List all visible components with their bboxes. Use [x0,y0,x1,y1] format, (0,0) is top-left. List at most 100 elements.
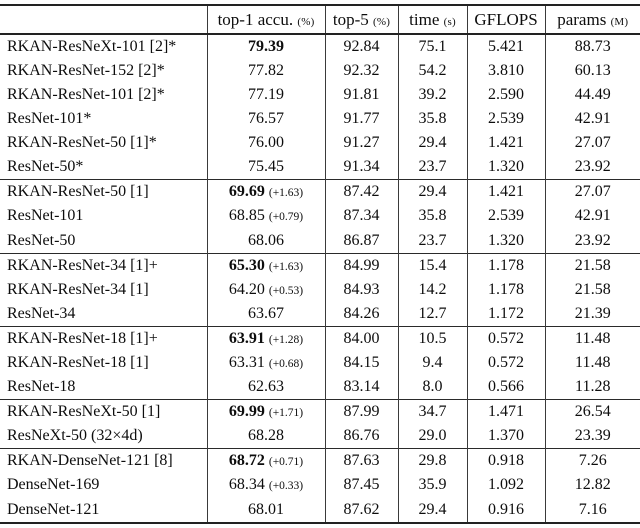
model-name-cell: ResNet-101 [7,207,84,225]
table-row: ResNet-101* 76.57 91.77 35.8 2.539 42.91 [0,107,640,132]
col-header-gflops-label: GFLOPS [474,9,538,29]
col-header-time: time (s) [397,5,467,35]
model-name-cell: RKAN-ResNet-34 [1] [7,280,149,298]
table-row: RKAN-ResNeXt-50 [1] 69.99 (+1.71) 87.99 34.… [0,399,640,425]
top5-accuracy-cell: 84.15 [324,350,398,375]
params-cell: 7.16 [544,497,640,523]
model-name-cell: ResNet-101* [7,110,92,128]
top1-accuracy-cell: 65.30 (+1.63) [206,252,325,278]
model-name-cell: ResNeXt-50 (32×4d) [7,427,143,445]
gflops-cell: 0.916 [466,497,545,523]
params-cell: 7.26 [544,448,640,474]
top1-value: 68.72 [228,452,265,470]
top1-accuracy-cell: 75.45 [206,155,325,180]
col-header-top5-unit: (%) [373,15,391,28]
top5-accuracy-cell: 84.93 [324,277,398,302]
table-row: DenseNet-169 68.34 (+0.33) 87.45 35.9 1.092 1… [0,473,640,498]
time-cell: 35.8 [397,204,467,229]
gflops-cell: 3.810 [466,59,545,84]
gflops-cell: 2.539 [466,204,545,229]
top1-value: 68.34 [228,476,265,494]
gflops-cell: 1.178 [466,252,545,278]
gflops-cell: 0.566 [466,374,545,400]
top5-accuracy-cell: 84.00 [324,325,398,351]
gflops-cell: 1.421 [466,131,545,156]
table-row: RKAN-ResNet-34 [1] 64.20 (+0.53) 84.93 14.2… [0,277,640,302]
table-row: RKAN-ResNet-152 [2]* 77.82 92.32 54.2 3.810 6… [0,59,640,84]
table-row: ResNeXt-50 (32×4d) 68.28 86.76 29.0 1.370 23.… [0,424,640,449]
top1-accuracy-cell: 62.63 [206,374,325,400]
time-cell: 23.7 [397,155,467,180]
params-cell: 60.13 [544,59,640,84]
time-cell: 9.4 [397,350,467,375]
params-cell: 11.48 [544,325,640,351]
params-cell: 21.58 [544,252,640,278]
time-cell: 10.5 [397,325,467,351]
top1-value: 76.57 [248,110,284,128]
top1-accuracy-cell: 76.00 [206,131,325,156]
top1-value: 68.85 [228,207,265,225]
table-row: ResNet-101 68.85 (+0.79) 87.34 35.8 2.539 42.… [0,204,640,229]
gflops-cell: 0.918 [466,448,545,474]
top5-accuracy-cell: 86.76 [324,424,398,449]
top5-accuracy-cell: 84.26 [324,301,398,327]
top1-value: 77.82 [248,62,284,80]
col-header-top5: top-5 (%) [324,5,398,35]
col-header-top1: top-1 accu. (%) [206,5,325,35]
top5-accuracy-cell: 91.81 [324,83,398,108]
top5-accuracy-cell: 86.87 [324,228,398,254]
model-name-cell: ResNet-50 [7,231,76,249]
top5-accuracy-cell: 91.27 [324,131,398,156]
top1-delta: (+0.68) [268,357,304,370]
top5-accuracy-cell: 92.32 [324,59,398,84]
top1-accuracy-cell: 63.67 [206,301,325,327]
gflops-cell: 1.092 [466,473,545,498]
model-name-cell: RKAN-ResNeXt-50 [1] [0,399,207,425]
top1-value: 68.01 [248,500,284,518]
time-cell: 14.2 [397,277,467,302]
table-row: ResNet-50 68.06 86.87 23.7 1.320 23.92 [0,228,640,254]
gflops-cell: 1.172 [466,301,545,327]
top1-delta: (+0.79) [268,211,304,224]
time-cell: 35.9 [397,473,467,498]
params-cell: 26.54 [544,399,640,425]
col-header-gflops: GFLOPS [466,5,545,35]
params-cell: 42.91 [544,107,640,132]
params-cell: 12.82 [544,473,640,498]
params-cell: 88.73 [544,34,640,60]
top1-value: 76.00 [248,134,284,152]
model-name-cell: RKAN-ResNet-50 [1]* [7,134,157,152]
time-cell: 29.4 [397,131,467,156]
table-row: RKAN-ResNet-18 [1] 63.31 (+0.68) 84.15 9.4 0… [0,350,640,375]
top5-accuracy-cell: 83.14 [324,374,398,400]
model-name-cell: ResNet-18 [7,378,76,395]
params-cell: 11.28 [544,374,640,400]
table-row: RKAN-ResNet-50 [1]* 76.00 91.27 29.4 1.421 27… [0,131,640,156]
col-header-params-unit: (M) [610,15,629,28]
gflops-cell: 1.471 [466,399,545,425]
table-body: RKAN-ResNeXt-101 [2]* 79.39 92.84 75.1 5.421… [0,34,640,523]
model-name-cell: RKAN-ResNet-152 [2]* [7,62,165,80]
params-cell: 27.07 [544,179,640,205]
col-header-params-label: params [557,9,607,29]
top1-accuracy-cell: 63.31 (+0.68) [206,350,325,375]
model-name-cell: RKAN-ResNet-101 [2]* [7,86,165,104]
gflops-cell: 1.370 [466,424,545,449]
table-row: RKAN-DenseNet-121 [8] 68.72 (+0.71) 87.63 2… [0,448,640,474]
col-header-model [0,5,207,35]
time-cell: 15.4 [397,252,467,278]
model-name-cell: DenseNet-121 [7,500,100,518]
top1-accuracy-cell: 77.19 [206,83,325,108]
col-header-time-unit: (s) [443,15,456,28]
table-row: RKAN-ResNet-18 [1]+ 63.91 (+1.28) 84.00 10.… [0,325,640,351]
top1-accuracy-cell: 69.69 (+1.63) [206,179,325,205]
gflops-cell: 1.320 [466,155,545,180]
top1-delta: (+0.71) [268,456,304,469]
top1-value: 69.69 [228,183,265,201]
top1-delta: (+1.63) [268,260,304,273]
top1-value: 64.20 [228,280,265,298]
table-row: RKAN-ResNet-101 [2]* 77.19 91.81 39.2 2.590 4… [0,83,640,108]
top5-accuracy-cell: 87.99 [324,399,398,425]
time-cell: 23.7 [397,228,467,254]
